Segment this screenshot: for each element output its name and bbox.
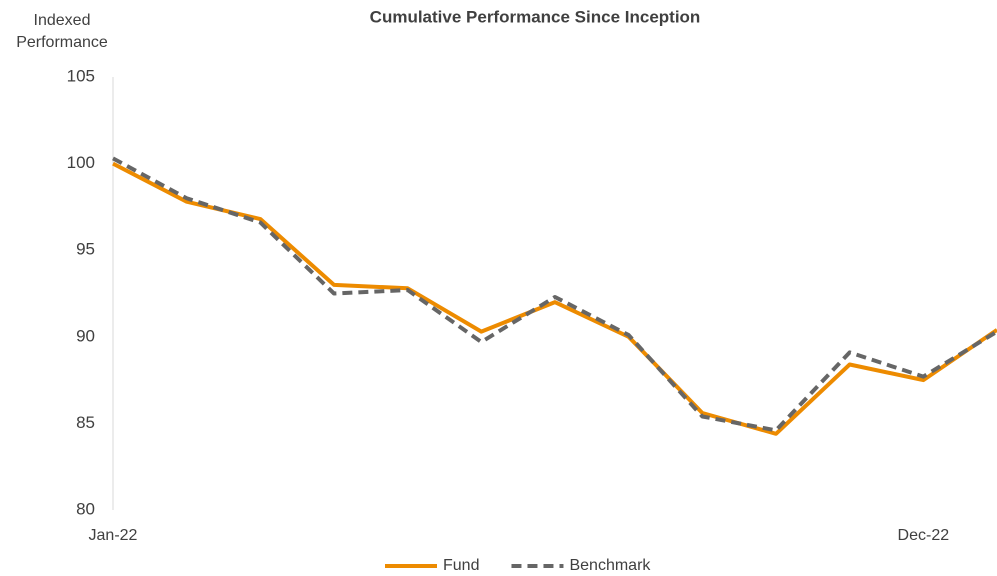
series-line [112, 156, 997, 433]
legend-label: Fund [443, 557, 479, 574]
y-tick-label: 85 [76, 413, 95, 432]
x-tick-label: Dec-22 [898, 527, 950, 544]
y-tick-label: 100 [67, 153, 95, 172]
y-tick-label: 95 [76, 240, 95, 259]
y-tick-label: 80 [76, 499, 95, 518]
legend-label: Benchmark [569, 557, 651, 574]
y-tick-label: 105 [67, 66, 95, 85]
y-tick-label: 90 [76, 326, 95, 345]
chart-title: Cumulative Performance Since Inception [370, 7, 701, 26]
x-tick-label: Jan-22 [89, 527, 138, 544]
series-line [112, 161, 997, 436]
y-axis-label: Indexed Performance [16, 12, 108, 51]
